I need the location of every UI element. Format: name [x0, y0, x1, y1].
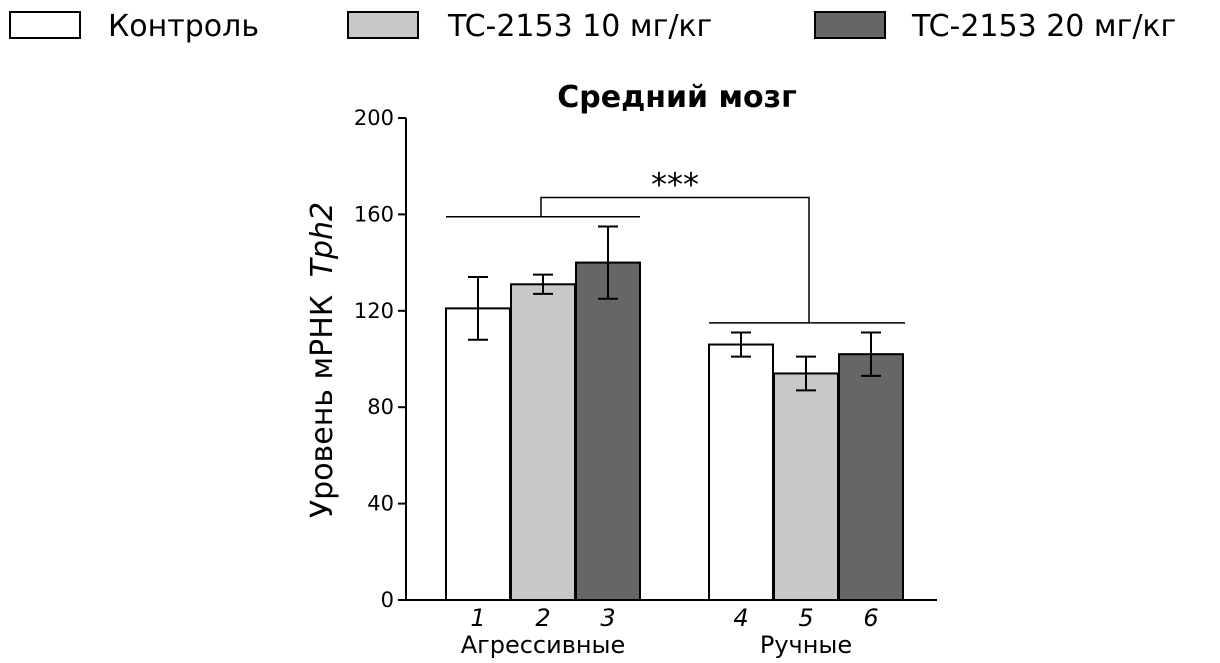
- legend-label-control: Контроль: [108, 9, 259, 44]
- group-labels: Агрессивные Ручные: [461, 631, 852, 659]
- group-label-2: Ручные: [760, 631, 852, 659]
- bar-number-6: 6: [863, 604, 878, 632]
- bar-number-5: 5: [798, 604, 813, 632]
- legend-swatch-tc20: [814, 11, 886, 39]
- y-tick-label: 200: [354, 106, 394, 130]
- significance-connector: [540, 196, 810, 323]
- significance-label: ***: [651, 166, 699, 204]
- bar-numbers: 1 2 3 4 5 6: [470, 604, 878, 632]
- y-axis-label-gene: Tph2: [305, 202, 340, 277]
- bar-4: [708, 343, 774, 602]
- legend-swatch-tc10: [347, 11, 419, 39]
- bar-number-3: 3: [600, 604, 615, 632]
- group-label-1: Агрессивные: [461, 631, 626, 659]
- y-tick-label: 40: [367, 492, 394, 516]
- y-axis-label: Уровень мРНК Tph2: [305, 202, 340, 518]
- y-tick-label: 0: [381, 588, 394, 612]
- legend-label-tc10: TC-2153 10 мг/кг: [447, 9, 712, 44]
- bar-3: [575, 261, 641, 601]
- y-tick-label: 80: [367, 395, 394, 419]
- legend: Контроль TC-2153 10 мг/кг TC-2153 20 мг/…: [9, 9, 1176, 44]
- y-axis-label-text: Уровень мРНК: [305, 295, 340, 518]
- legend-label-tc20: TC-2153 20 мг/кг: [911, 9, 1176, 44]
- legend-item-control: Контроль: [9, 9, 259, 44]
- y-tick-label: 160: [354, 202, 394, 226]
- bars: [445, 261, 904, 602]
- legend-item-tc10: TC-2153 10 мг/кг: [347, 9, 712, 44]
- y-ticks: 0 40 80 120 160 200: [354, 106, 406, 612]
- error-bars: [468, 225, 881, 392]
- bar-2: [510, 283, 576, 601]
- bar-1: [445, 307, 511, 601]
- legend-swatch-control: [9, 11, 81, 39]
- significance-bracket: ***: [446, 166, 905, 324]
- bar-number-1: 1: [470, 604, 485, 632]
- y-tick-label: 120: [354, 299, 394, 323]
- bar-6: [838, 353, 904, 601]
- bar-5: [773, 372, 839, 601]
- legend-item-tc20: TC-2153 20 мг/кг: [814, 9, 1176, 44]
- bar-number-2: 2: [535, 604, 550, 632]
- chart-title: Средний мозг: [557, 80, 797, 115]
- bar-number-4: 4: [733, 604, 748, 632]
